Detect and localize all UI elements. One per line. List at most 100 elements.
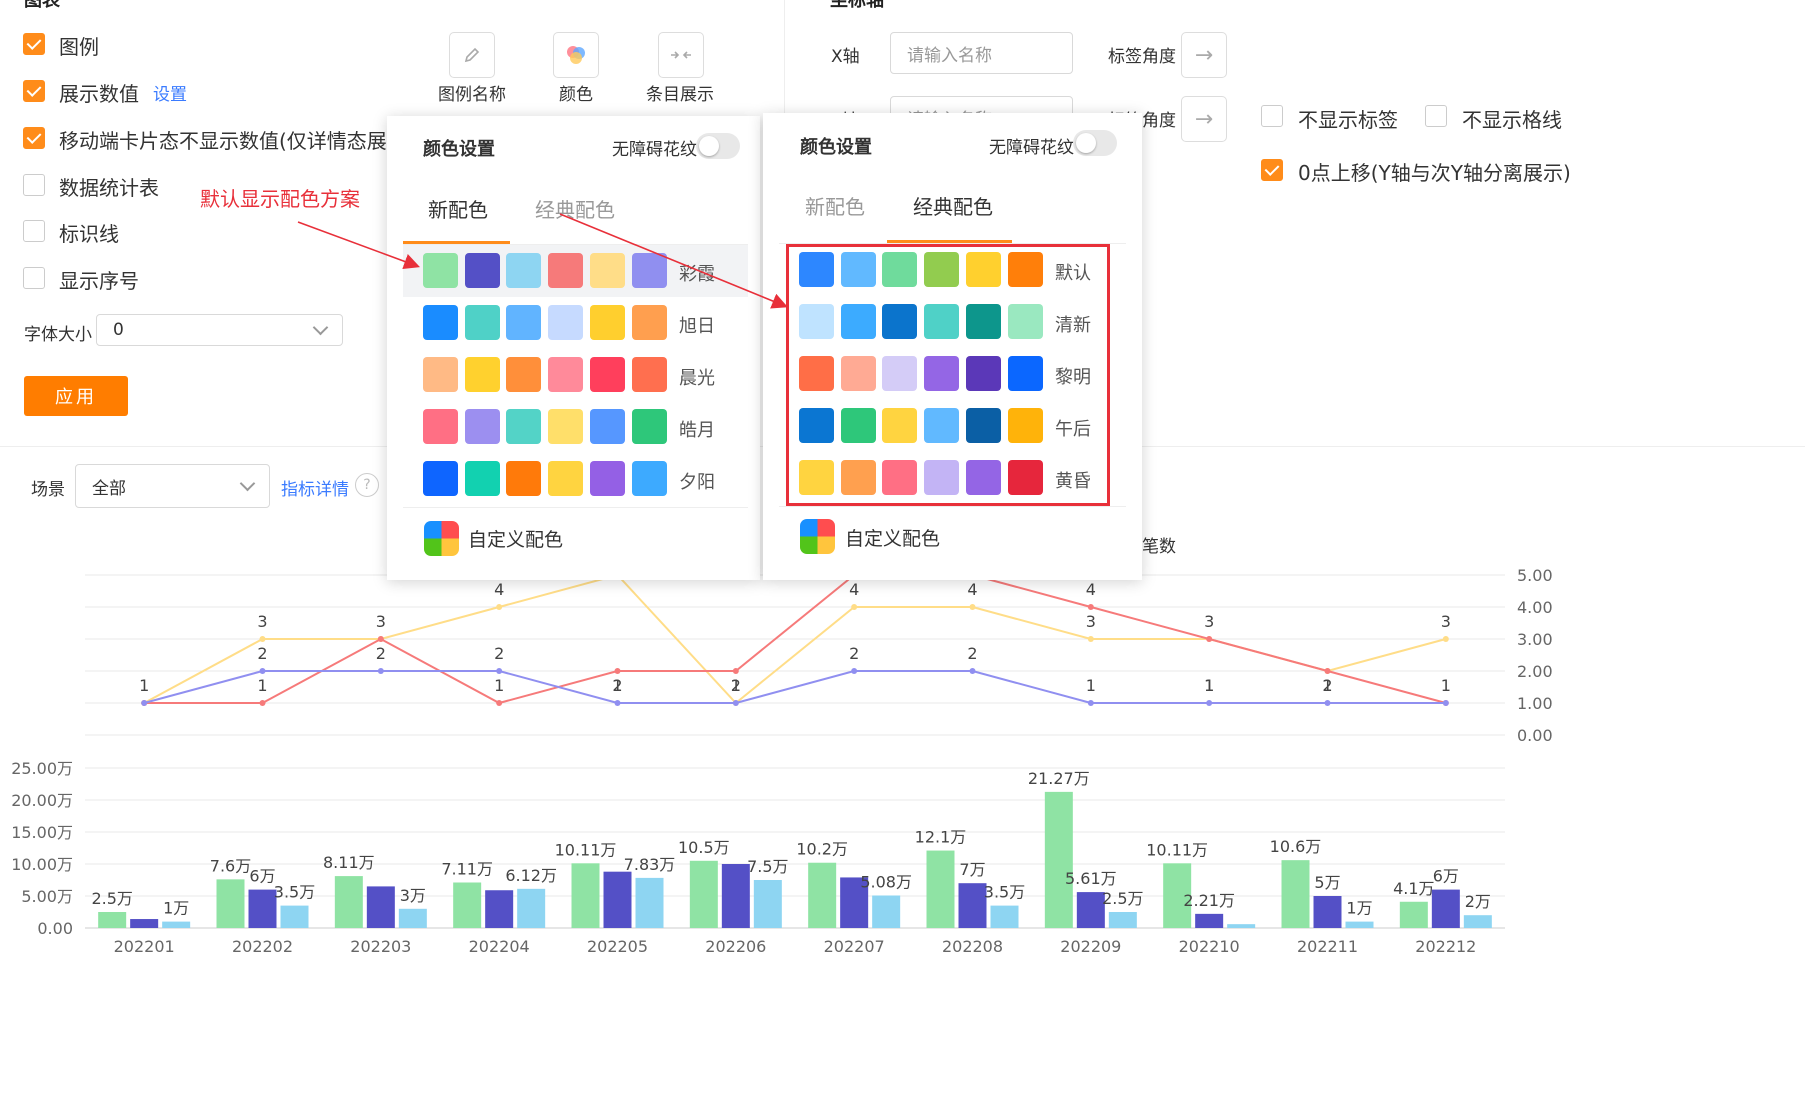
bar-data-label: 10.6万	[1270, 837, 1322, 856]
label-angle-button-2[interactable]: →	[1181, 96, 1227, 142]
line-data-label: 1	[612, 676, 622, 695]
color-swatch	[464, 357, 500, 392]
bar-data-label: 3万	[400, 886, 426, 905]
custom-color-link[interactable]: 自定义配色	[468, 529, 564, 551]
apply-button[interactable]: 应用	[24, 376, 128, 416]
option-checkbox[interactable]	[23, 80, 45, 102]
highlight-box	[786, 244, 1110, 506]
line-data-label: 1	[494, 676, 504, 695]
color-scheme-row[interactable]: 黎明	[779, 348, 1126, 400]
zero-shift-checkbox[interactable]	[1261, 159, 1283, 181]
x-axis-name-input[interactable]: 请输入名称	[890, 32, 1073, 74]
accessibility-pattern-toggle[interactable]	[696, 133, 740, 159]
tab-classic-colors[interactable]: 经典配色	[913, 195, 993, 219]
color-scheme-row[interactable]: 晨光	[403, 349, 748, 401]
color-swatch	[965, 304, 1001, 339]
x-tick-label: 202205	[587, 937, 648, 956]
font-size-select[interactable]: 0	[96, 314, 343, 346]
bar-data-label: 2.21万	[1183, 891, 1235, 910]
arrow-right-icon: →	[1194, 106, 1214, 132]
accessibility-pattern-toggle[interactable]	[1073, 130, 1117, 156]
section-title-chart: 图表	[24, 0, 60, 11]
color-scheme-name: 黄昏	[1055, 471, 1091, 492]
x-tick-label: 202208	[942, 937, 1003, 956]
bar	[689, 860, 718, 928]
bar	[1195, 913, 1224, 928]
bar	[130, 919, 159, 928]
option-checkbox[interactable]	[23, 33, 45, 55]
metric-detail-link[interactable]: 指标详情	[281, 480, 349, 500]
color-scheme-row[interactable]: 清新	[779, 296, 1126, 348]
line-point	[141, 700, 148, 706]
color-swatch	[799, 408, 834, 443]
color-scheme-row[interactable]: 旭日	[403, 297, 748, 349]
color-swatch	[464, 305, 500, 340]
y2-tick-label: 3.00	[1517, 630, 1553, 649]
y-tick-label: 15.00万	[11, 823, 73, 842]
y2-tick-label: 1.00	[1517, 694, 1553, 713]
bar	[926, 850, 955, 928]
option-label: 标识线	[59, 222, 119, 246]
tab-new-colors[interactable]: 新配色	[805, 195, 865, 219]
help-icon[interactable]: ?	[355, 473, 379, 497]
color-swatch	[589, 253, 625, 288]
color-scheme-row[interactable]: 夕阳	[403, 453, 748, 505]
option-checkbox[interactable]	[23, 174, 45, 196]
option-checkbox[interactable]	[23, 127, 45, 149]
bar	[366, 886, 395, 928]
bar	[603, 871, 632, 928]
scene-select[interactable]: 全部	[75, 464, 270, 508]
bar	[398, 908, 427, 928]
bar	[635, 877, 664, 928]
color-scheme-name: 皓月	[679, 420, 715, 441]
scene-label: 场景	[31, 480, 65, 500]
color-swatch	[506, 305, 542, 340]
y2-tick-label: 0.00	[1517, 726, 1553, 745]
color-scheme-name: 旭日	[679, 316, 715, 337]
color-scheme-row[interactable]: 彩霞	[403, 245, 748, 297]
settings-link[interactable]: 设置	[153, 85, 187, 105]
color-swatch	[464, 253, 500, 288]
option-checkbox[interactable]	[23, 267, 45, 289]
color-scheme-row[interactable]: 皓月	[403, 401, 748, 453]
bar	[1399, 901, 1428, 928]
color-swatch	[799, 460, 834, 495]
color-swatch	[631, 357, 667, 392]
legend-name-button[interactable]	[449, 32, 495, 78]
color-button[interactable]	[553, 32, 599, 78]
option-checkbox[interactable]	[23, 220, 45, 242]
bar	[990, 905, 1019, 928]
bar-data-label: 5.08万	[860, 872, 912, 891]
popup-title: 颜色设置	[800, 137, 872, 158]
arrow-right-icon: →	[1194, 42, 1214, 68]
bar-data-label: 2万	[1465, 892, 1491, 911]
hide-grid-checkbox[interactable]	[1425, 105, 1447, 127]
hide-labels-checkbox[interactable]	[1261, 105, 1283, 127]
color-scheme-row[interactable]: 午后	[779, 400, 1126, 452]
item-display-button[interactable]	[658, 32, 704, 78]
bar	[334, 876, 363, 928]
line-point	[1442, 700, 1449, 706]
color-scheme-row[interactable]: 默认	[779, 244, 1126, 296]
custom-color-link[interactable]: 自定义配色	[845, 528, 941, 550]
active-tab-indicator	[403, 241, 510, 244]
color-swatch	[965, 408, 1001, 443]
line-point	[259, 636, 266, 642]
line-point	[732, 700, 739, 706]
label-angle-button[interactable]: →	[1181, 32, 1227, 78]
font-size-value: 0	[113, 320, 124, 340]
color-label: 颜色	[559, 85, 593, 105]
tab-new-colors[interactable]: 新配色	[428, 198, 488, 222]
tab-classic-colors[interactable]: 经典配色	[535, 198, 615, 222]
bar-data-label: 3.5万	[274, 883, 315, 902]
color-scheme-row[interactable]: 黄昏	[779, 452, 1126, 504]
line-point	[1442, 636, 1449, 642]
color-swatch	[548, 305, 584, 340]
color-swatch	[506, 461, 542, 496]
color-scheme-name: 晨光	[679, 368, 715, 389]
bar	[1313, 896, 1342, 928]
bar-data-label: 7.83万	[624, 855, 676, 874]
line-data-label: 2	[731, 676, 741, 695]
x-tick-label: 202202	[232, 937, 293, 956]
color-swatch	[924, 408, 960, 443]
